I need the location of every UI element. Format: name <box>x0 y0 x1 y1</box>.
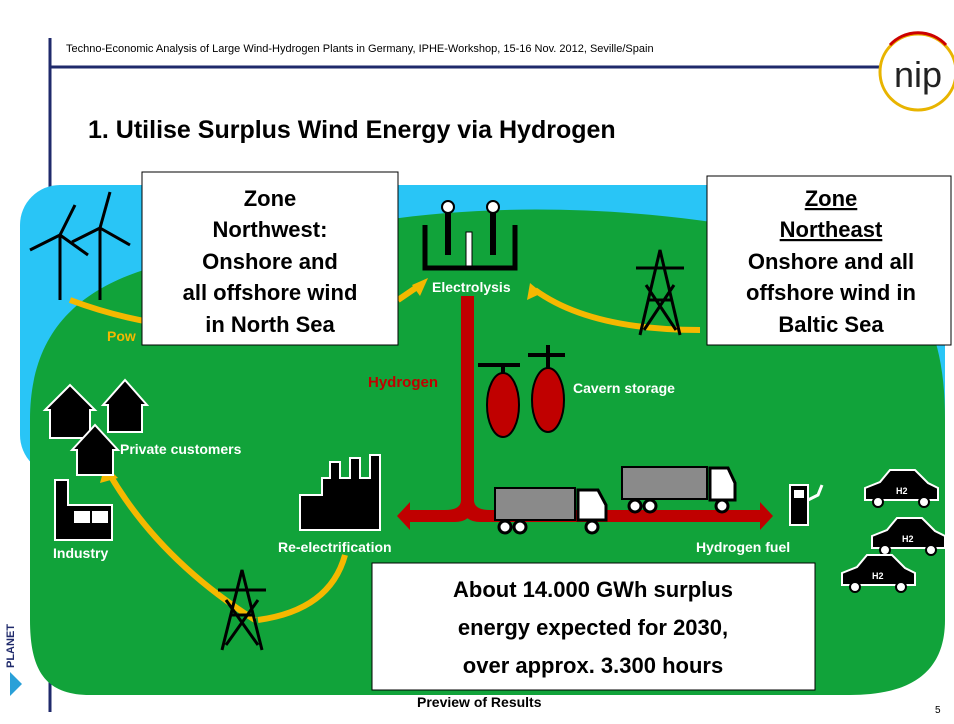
zone-ne-line: Onshore and all <box>748 249 914 274</box>
page: {"header": {"text": "Techno-Economic Ana… <box>0 0 954 724</box>
zone-nw-line: in North Sea <box>205 312 335 337</box>
page-number: 5 <box>935 705 941 716</box>
zone-nw-line: Onshore and <box>202 249 338 274</box>
footer-text: Preview of Results <box>417 694 542 710</box>
re-electrification-label: Re-electrification <box>278 539 392 555</box>
zone-nw-line: all offshore wind <box>183 280 358 305</box>
summary-line: About 14.000 GWh surplus <box>453 577 733 602</box>
zone-nw-line: Zone <box>244 186 297 211</box>
zone-ne-line: Zone <box>805 186 858 211</box>
hydrogen-label: Hydrogen <box>368 374 438 391</box>
slide-title: 1. Utilise Surplus Wind Energy via Hydro… <box>88 116 616 144</box>
car-label: H2 <box>902 534 914 544</box>
side-logo-mark <box>10 672 22 696</box>
cavern-label: Cavern storage <box>573 380 675 396</box>
zone-nw-line: Northwest: <box>213 217 328 242</box>
industry-label: Industry <box>53 545 108 561</box>
slide: Techno-Economic Analysis of Large Wind-H… <box>0 0 954 724</box>
power-label: Pow <box>107 328 136 344</box>
private-customers-label: Private customers <box>120 441 242 457</box>
zone-ne-line: Northeast <box>780 217 883 242</box>
summary-line: energy expected for 2030, <box>458 615 728 640</box>
zone-ne-line: offshore wind in <box>746 280 916 305</box>
logo-text: nip <box>894 54 942 95</box>
electrolysis-label: Electrolysis <box>432 279 511 295</box>
header-text: Techno-Economic Analysis of Large Wind-H… <box>66 43 654 55</box>
car-label: H2 <box>896 486 908 496</box>
side-logo: PLANET <box>5 624 17 668</box>
hydrogen-fuel-label: Hydrogen fuel <box>696 539 790 555</box>
zone-ne-line: Baltic Sea <box>778 312 884 337</box>
summary-line: over approx. 3.300 hours <box>463 653 723 678</box>
car-label: H2 <box>872 571 884 581</box>
